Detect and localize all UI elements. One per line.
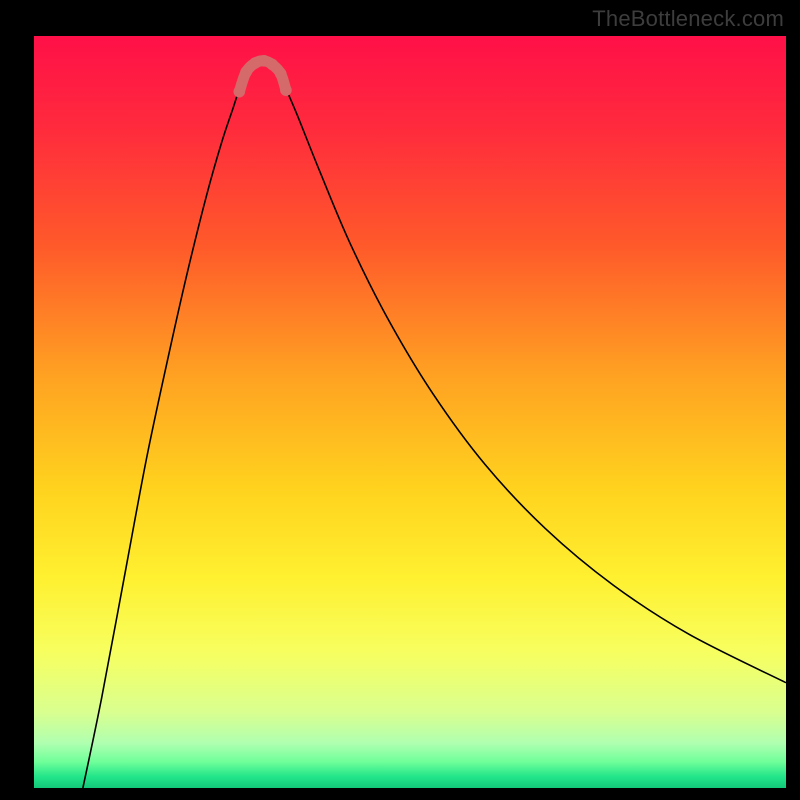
bottleneck-marker-dot: [267, 59, 279, 71]
plot-svg: [34, 36, 786, 788]
bottleneck-marker-dot: [275, 68, 287, 80]
gradient-background: [34, 36, 786, 788]
bottleneck-marker-dot: [233, 86, 245, 98]
plot-area: [34, 36, 786, 788]
watermark-text: TheBottleneck.com: [592, 6, 784, 32]
bottleneck-marker-dot: [240, 66, 252, 78]
bottleneck-marker-dot: [280, 84, 292, 96]
